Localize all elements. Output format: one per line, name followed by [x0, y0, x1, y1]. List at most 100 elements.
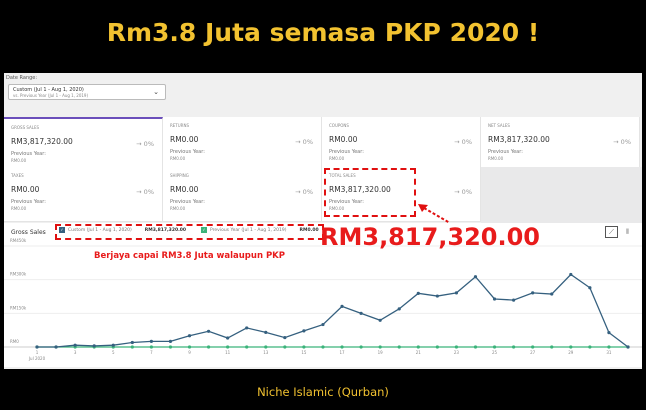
x-tick-label: 7 [150, 350, 153, 355]
data-point [416, 291, 420, 295]
card-change: → 0% [136, 188, 154, 196]
x-tick-label: 19 [378, 350, 384, 355]
banner-title: Rm3.8 Juta semasa PKP 2020 ! [106, 18, 540, 47]
card-value: RM0.00 [170, 135, 199, 144]
data-point [607, 345, 611, 349]
data-point [245, 345, 249, 349]
card-prev-value: RM0.00 [11, 158, 27, 163]
y-tick-label: RM450k [10, 238, 27, 243]
x-tick-label: 25 [492, 350, 498, 355]
card-label: Taxes [11, 173, 24, 178]
stat-card-shipping[interactable]: Shipping RM0.00 → 0% Previous Year: RM0.… [163, 167, 322, 222]
data-point [512, 345, 516, 349]
card-label: Coupons [329, 123, 349, 128]
card-change: → 0% [613, 138, 631, 146]
data-point [588, 286, 592, 290]
y-tick-label: RM0 [10, 339, 19, 344]
data-point [187, 345, 192, 349]
bar-chart-icon[interactable]: ▮ [621, 226, 634, 238]
card-prev-label: Previous Year: [488, 149, 523, 155]
data-point [588, 345, 592, 349]
empty-card [481, 167, 642, 223]
data-point [54, 345, 58, 349]
x-tick-label: 3 [74, 350, 77, 355]
data-point [206, 345, 211, 349]
x-sublabel: Jul 2020 [28, 356, 46, 361]
data-point [340, 345, 344, 349]
note-annotation: Berjaya capai RM3.8 Juta walaupun PKP [94, 251, 286, 261]
data-point [111, 343, 115, 347]
data-point [283, 345, 287, 349]
card-prev-label: Previous Year: [329, 199, 364, 205]
data-point [245, 326, 249, 330]
data-point [206, 329, 211, 333]
checkbox-icon[interactable]: ✓ [201, 227, 207, 233]
legend-current[interactable]: ✓ Custom (Jul 1 - Aug 1, 2020) RM3,817,3… [59, 227, 186, 233]
stat-card-total-sales[interactable]: Total Sales RM3,817,320.00 → 0% Previous… [322, 167, 481, 222]
data-point [321, 345, 325, 349]
line-chart-icon[interactable]: ⟋ [605, 226, 618, 238]
stat-card-gross-sales[interactable]: Gross Sales RM3,817,320.00 → 0% Previous… [4, 117, 163, 172]
x-tick-label: 29 [568, 350, 574, 355]
data-point [302, 329, 306, 333]
arrow-annotation [418, 204, 451, 224]
data-point [130, 340, 134, 345]
data-point [264, 345, 268, 349]
card-value: RM3,817,320.00 [329, 185, 391, 194]
stat-card-taxes[interactable]: Taxes RM0.00 → 0% Previous Year: RM0.00 [4, 167, 163, 222]
x-tick-label: 21 [416, 350, 422, 355]
data-point [454, 345, 459, 349]
card-value: RM3,817,320.00 [11, 137, 73, 146]
card-prev-label: Previous Year: [170, 149, 205, 155]
data-point [130, 345, 134, 349]
card-value: RM0.00 [329, 135, 358, 144]
legend-label: Previous Year (Jul 1 - Aug 1, 2019) [210, 227, 287, 233]
chart-header: Gross Sales [11, 229, 46, 236]
x-tick-label: 17 [339, 350, 345, 355]
data-point [569, 272, 573, 277]
x-tick-label: 9 [188, 350, 191, 355]
x-tick-label: 13 [263, 350, 269, 355]
data-point [531, 345, 535, 349]
total-sales-highlight [324, 168, 416, 217]
card-prev-label: Previous Year: [11, 151, 46, 157]
card-value: RM0.00 [11, 185, 40, 194]
stat-card-returns[interactable]: Returns RM0.00 → 0% Previous Year: RM0.0… [163, 117, 322, 172]
date-range-compare: vs. Previous Year (Jul 1 - Aug 1, 2019) [13, 93, 89, 98]
data-point [35, 345, 39, 349]
data-point [149, 345, 153, 349]
x-tick-label: 27 [530, 350, 536, 355]
data-point [168, 345, 173, 349]
data-point [492, 345, 497, 349]
data-point [492, 297, 497, 301]
big-total-annotation: RM3,817,320.00 [320, 223, 541, 251]
data-point [321, 322, 325, 327]
data-point [378, 318, 382, 322]
card-change: → 0% [454, 188, 472, 196]
stat-card-net-sales[interactable]: Net Sales RM3,817,320.00 → 0% Previous Y… [481, 117, 640, 172]
data-point [607, 331, 611, 335]
date-range-value: Custom (Jul 1 - Aug 1, 2020) [13, 87, 84, 93]
gross-sales-chart: Gross Sales ✓ Custom (Jul 1 - Aug 1, 202… [4, 223, 642, 367]
stat-card-coupons[interactable]: Coupons RM0.00 → 0% Previous Year: RM0.0… [322, 117, 481, 172]
data-point [435, 345, 439, 349]
data-point [473, 275, 478, 279]
card-label: Returns [170, 123, 189, 128]
card-value: RM3,817,320.00 [488, 135, 550, 144]
card-prev-value: RM0.00 [11, 206, 27, 211]
legend-previous[interactable]: ✓ Previous Year (Jul 1 - Aug 1, 2019) RM… [201, 227, 319, 233]
chevron-down-icon: ⌄ [153, 88, 159, 96]
legend-label: Custom (Jul 1 - Aug 1, 2020) [68, 227, 132, 233]
data-point [473, 345, 478, 349]
data-point [626, 345, 630, 349]
data-point [397, 345, 401, 349]
card-change: → 0% [295, 138, 313, 146]
data-point [283, 335, 287, 340]
checkbox-icon[interactable]: ✓ [59, 227, 65, 233]
data-point [569, 345, 573, 349]
date-range-select[interactable]: Custom (Jul 1 - Aug 1, 2020) vs. Previou… [8, 84, 166, 100]
data-point [359, 345, 363, 349]
legend-highlight [55, 224, 324, 240]
card-label: Gross Sales [11, 125, 40, 130]
